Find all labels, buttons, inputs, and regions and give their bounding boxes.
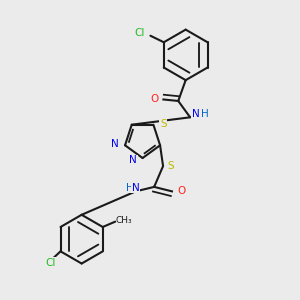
Text: Cl: Cl (135, 28, 145, 38)
Text: N: N (130, 155, 137, 165)
Text: CH₃: CH₃ (116, 216, 132, 225)
Text: O: O (151, 94, 159, 104)
Text: N: N (111, 140, 119, 149)
Text: O: O (177, 186, 185, 196)
Text: N: N (192, 109, 200, 119)
Text: H: H (127, 183, 134, 193)
Text: S: S (160, 119, 166, 129)
Text: S: S (167, 161, 174, 171)
Text: Cl: Cl (45, 258, 55, 268)
Text: N: N (131, 183, 139, 193)
Text: H: H (200, 109, 208, 119)
